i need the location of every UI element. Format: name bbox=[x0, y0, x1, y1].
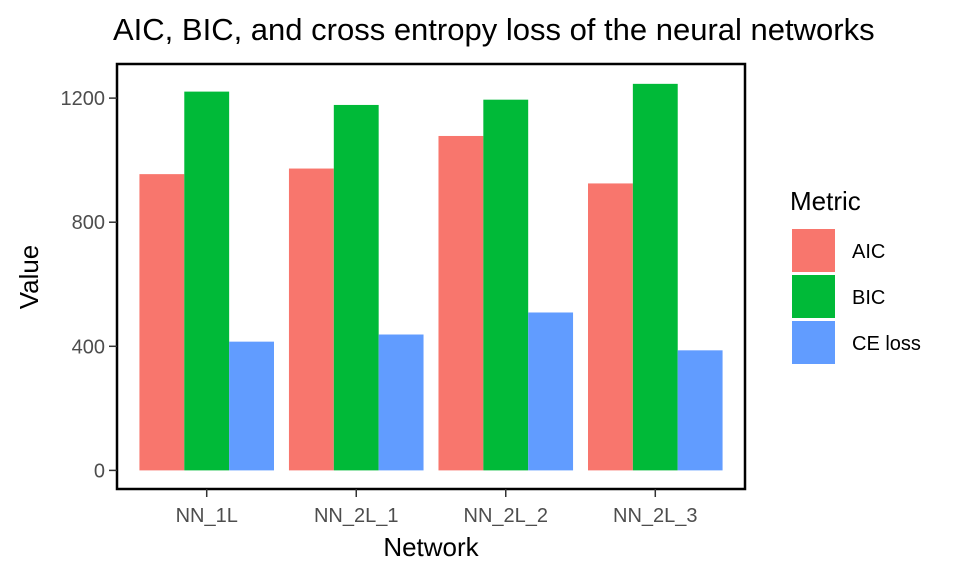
bar-ce-loss-nn_2l_2 bbox=[528, 312, 574, 471]
x-tick-label: NN_2L_3 bbox=[613, 505, 698, 527]
legend: Metric AIC BIC CE loss bbox=[790, 186, 921, 364]
bar-bic-nn_2l_1 bbox=[333, 104, 379, 471]
y-tick-label: 1200 bbox=[61, 88, 106, 110]
plot-border bbox=[115, 62, 747, 491]
bar-aic-nn_2l_1 bbox=[288, 168, 334, 471]
y-tick-label: 0 bbox=[94, 460, 105, 482]
bar-ce-loss-nn_1l bbox=[229, 341, 274, 471]
bar-aic-nn_2l_3 bbox=[588, 183, 633, 471]
legend-key-bic bbox=[792, 275, 835, 318]
x-tick-label: NN_1L bbox=[176, 505, 238, 527]
x-tick-label: NN_2L_1 bbox=[314, 505, 399, 527]
chart-title: AIC, BIC, and cross entropy loss of the … bbox=[113, 12, 875, 47]
y-tick-label: 400 bbox=[72, 336, 105, 358]
bar-ce-loss-nn_2l_1 bbox=[378, 334, 424, 471]
bar-ce-loss-nn_2l_3 bbox=[677, 350, 723, 471]
legend-label-ce-loss: CE loss bbox=[852, 333, 921, 355]
legend-label-aic: AIC bbox=[852, 241, 885, 263]
bar-bic-nn_2l_3 bbox=[632, 83, 678, 471]
bar-aic-nn_1l bbox=[139, 174, 185, 471]
legend-key-ce-loss bbox=[792, 321, 835, 364]
x-tick-label: NN_2L_2 bbox=[464, 505, 549, 527]
bar-bic-nn_1l bbox=[184, 91, 230, 471]
y-tick-label: 800 bbox=[72, 212, 105, 234]
bars-layer bbox=[139, 83, 723, 471]
legend-key-aic bbox=[792, 229, 835, 272]
x-axis: NN_1L NN_2L_1 NN_2L_2 NN_2L_3 bbox=[176, 489, 698, 527]
legend-items: AIC BIC CE loss bbox=[792, 229, 921, 364]
x-axis-title: Network bbox=[383, 532, 479, 562]
bar-aic-nn_2l_2 bbox=[438, 135, 484, 471]
legend-title: Metric bbox=[790, 186, 861, 216]
y-axis: 0 400 800 1200 bbox=[61, 88, 117, 482]
bar-bic-nn_2l_2 bbox=[483, 99, 529, 471]
legend-label-bic: BIC bbox=[852, 287, 885, 309]
y-axis-title: Value bbox=[14, 245, 44, 310]
